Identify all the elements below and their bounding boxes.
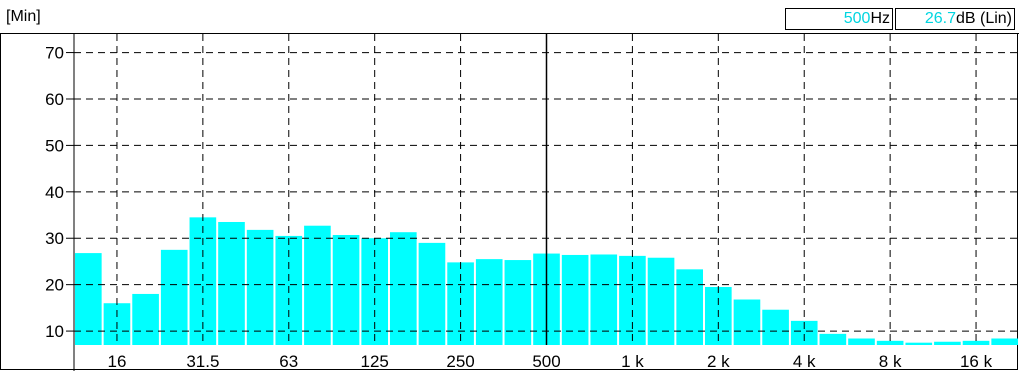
mode-label: [Min]	[6, 8, 41, 25]
bar-3.15 k	[762, 309, 789, 345]
bar-12.5	[75, 253, 102, 345]
y-tick-label-60: 60	[45, 90, 64, 109]
bar-50	[246, 229, 274, 345]
x-tick-label-125: 125	[360, 352, 388, 371]
bar-100	[332, 234, 360, 345]
bars-group	[75, 217, 1018, 345]
y-tick-label-30: 30	[45, 229, 64, 248]
bar-40	[218, 221, 245, 345]
frequency-unit: Hz	[870, 10, 890, 27]
x-tick-label-31.5: 31.5	[186, 352, 219, 371]
bar-630	[561, 254, 589, 345]
level-unit: dB (Lin)	[955, 10, 1012, 27]
x-tick-label-16: 16	[107, 352, 126, 371]
bar-200	[418, 242, 446, 345]
x-tick-label-16 k: 16 k	[960, 352, 993, 371]
y-tick-label-20: 20	[45, 276, 64, 295]
x-axis: 16 31.5 63 125 250 500 1 k 2 k 4 k 8 k 16 k	[107, 352, 992, 371]
bar-800	[590, 254, 618, 345]
x-tick-label-250: 250	[446, 352, 474, 371]
bar-80	[304, 225, 331, 345]
bar-5 k	[819, 333, 847, 345]
bar-400	[504, 260, 532, 345]
bar-160	[390, 232, 417, 345]
x-tick-label-63: 63	[279, 352, 298, 371]
bar-6.3 k	[848, 338, 875, 345]
x-tick-label-4 k: 4 k	[793, 352, 816, 371]
level-readout: 26.7dB (Lin)	[895, 8, 1015, 30]
y-tick-label-40: 40	[45, 183, 64, 202]
bar-1.25 k	[647, 257, 675, 345]
bar-25	[160, 249, 188, 345]
level-value: 26.7	[924, 10, 956, 27]
bar-8 k	[876, 340, 904, 345]
x-tick-label-2 k: 2 k	[707, 352, 730, 371]
bar-10 k	[905, 342, 933, 345]
spectrum-chart[interactable]: 10 20 30 40 50 60 70 16 31.5 63 125 250 500 1 k 2 k 4 …	[0, 34, 1019, 371]
bar-1.6 k	[676, 269, 703, 345]
bar-16 k	[962, 340, 990, 345]
x-tick-label-500: 500	[532, 352, 560, 371]
bar-20 k	[991, 338, 1018, 345]
y-tick-label-50: 50	[45, 136, 64, 155]
bar-2.5 k	[733, 299, 761, 345]
bar-20	[132, 293, 159, 345]
y-tick-label-10: 10	[45, 322, 64, 341]
readout-header: [Min] 500Hz 26.7dB (Lin)	[0, 0, 1019, 34]
bar-12.5 k	[934, 341, 961, 345]
frequency-readout: 500Hz	[785, 8, 893, 30]
y-tick-label-70: 70	[45, 44, 64, 63]
x-tick-label-1 k: 1 k	[621, 352, 644, 371]
frequency-value: 500	[843, 10, 871, 27]
bar-315	[475, 259, 503, 345]
x-tick-label-8 k: 8 k	[879, 352, 902, 371]
y-axis: 10 20 30 40 50 60 70	[45, 34, 75, 371]
